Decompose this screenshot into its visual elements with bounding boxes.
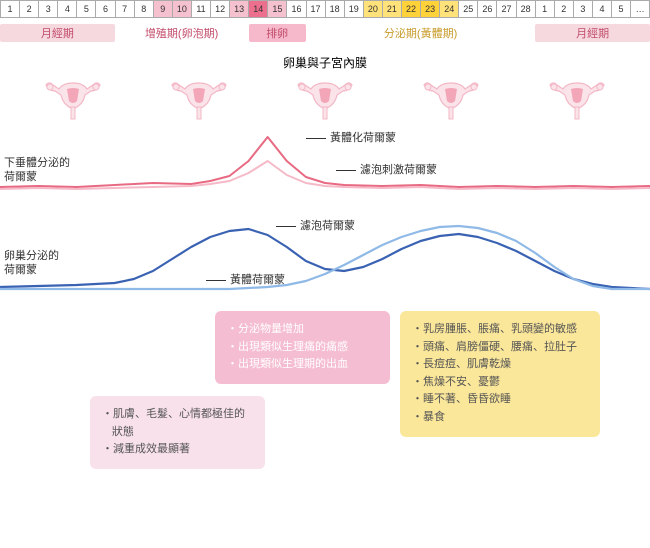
info-box: 乳房腫脹、脹痛、乳頭變的敏感頭痛、肩膀僵硬、腰痛、拉肚子長痘痘、肌膚乾燥焦燥不安… xyxy=(400,311,600,437)
day-cell: 2 xyxy=(554,0,573,18)
hormone-charts: 下垂體分泌的荷爾蒙卵巢分泌的荷爾蒙 黃體化荷爾蒙濾泡刺激荷爾蒙濾泡荷爾蒙黃體荷爾蒙 xyxy=(0,131,650,311)
day-cell: 3 xyxy=(573,0,592,18)
day-cell: 9 xyxy=(153,0,172,18)
day-cell: 11 xyxy=(191,0,210,18)
day-ruler: 1234567891011121314151617181920212223242… xyxy=(0,0,650,18)
chart-label: 下垂體分泌的荷爾蒙 xyxy=(4,156,70,185)
chart-label: 卵巢分泌的荷爾蒙 xyxy=(4,249,59,278)
day-cell: 14 xyxy=(248,0,267,18)
day-cell: 23 xyxy=(420,0,439,18)
symptom-boxes: 肌膚、毛髮、心情都極佳的狀態減重成效最顯著 分泌物量增加出現類似生理痛的痛感出現類… xyxy=(0,311,650,501)
day-cell: 15 xyxy=(267,0,286,18)
info-item: 出現類似生理痛的痛感 xyxy=(227,339,378,357)
info-item: 出現類似生理期的出血 xyxy=(227,356,378,374)
info-item: 焦燥不安、憂鬱 xyxy=(412,374,588,392)
day-cell: 12 xyxy=(210,0,229,18)
info-item: 乳房腫脹、脹痛、乳頭變的敏感 xyxy=(412,321,588,339)
day-cell: 22 xyxy=(401,0,420,18)
day-cell: 3 xyxy=(38,0,57,18)
info-item: 頭痛、肩膀僵硬、腰痛、拉肚子 xyxy=(412,339,588,357)
day-cell: 27 xyxy=(496,0,515,18)
phase-bar: 月經期增殖期(卵泡期)排卵分泌期(黃體期)月經期 xyxy=(0,24,650,48)
uterus-row xyxy=(0,71,650,131)
day-cell: 16 xyxy=(286,0,305,18)
day-cell: 5 xyxy=(76,0,95,18)
phase-label: 分泌期(黃體期) xyxy=(325,24,516,42)
day-cell: 4 xyxy=(57,0,76,18)
info-box: 肌膚、毛髮、心情都極佳的狀態減重成效最顯著 xyxy=(90,396,265,469)
info-item: 分泌物量增加 xyxy=(227,321,378,339)
uterus-icon xyxy=(547,75,607,123)
day-cell: 18 xyxy=(325,0,344,18)
day-cell: 21 xyxy=(382,0,401,18)
uterus-icon xyxy=(421,75,481,123)
day-cell: 1 xyxy=(535,0,554,18)
info-item: 肌膚、毛髮、心情都極佳的狀態 xyxy=(102,406,253,441)
info-item: 暴食 xyxy=(412,409,588,427)
day-ellipsis: … xyxy=(630,0,650,18)
day-cell: 4 xyxy=(592,0,611,18)
chart-label: 黃體荷爾蒙 xyxy=(230,273,285,287)
chart-label: 濾泡荷爾蒙 xyxy=(300,219,355,233)
info-item: 減重成效最顯著 xyxy=(102,441,253,459)
day-cell: 7 xyxy=(115,0,134,18)
uterus-icon xyxy=(43,75,103,123)
day-cell: 25 xyxy=(458,0,477,18)
day-cell: 13 xyxy=(229,0,248,18)
day-cell: 5 xyxy=(611,0,630,18)
day-cell: 17 xyxy=(306,0,325,18)
info-item: 長痘痘、肌膚乾燥 xyxy=(412,356,588,374)
uterus-title: 卵巢與子宮內膜 xyxy=(0,54,650,71)
chart-label: 濾泡刺激荷爾蒙 xyxy=(360,163,437,177)
day-cell: 6 xyxy=(95,0,114,18)
uterus-icon xyxy=(169,75,229,123)
info-item: 睡不著、昏昏欲睡 xyxy=(412,391,588,409)
day-cell: 8 xyxy=(134,0,153,18)
day-cell: 24 xyxy=(439,0,458,18)
info-box: 分泌物量增加出現類似生理痛的痛感出現類似生理期的出血 xyxy=(215,311,390,384)
day-cell: 20 xyxy=(363,0,382,18)
day-cell: 26 xyxy=(477,0,496,18)
phase-label: 月經期 xyxy=(0,24,115,42)
day-cell: 19 xyxy=(344,0,363,18)
chart-label: 黃體化荷爾蒙 xyxy=(330,131,396,145)
uterus-icon xyxy=(295,75,355,123)
day-cell: 28 xyxy=(516,0,535,18)
day-cell: 1 xyxy=(0,0,19,18)
phase-label: 排卵 xyxy=(249,24,306,42)
phase-label: 增殖期(卵泡期) xyxy=(115,24,249,42)
day-cell: 10 xyxy=(172,0,191,18)
day-cell: 2 xyxy=(19,0,38,18)
phase-label: 月經期 xyxy=(535,24,650,42)
